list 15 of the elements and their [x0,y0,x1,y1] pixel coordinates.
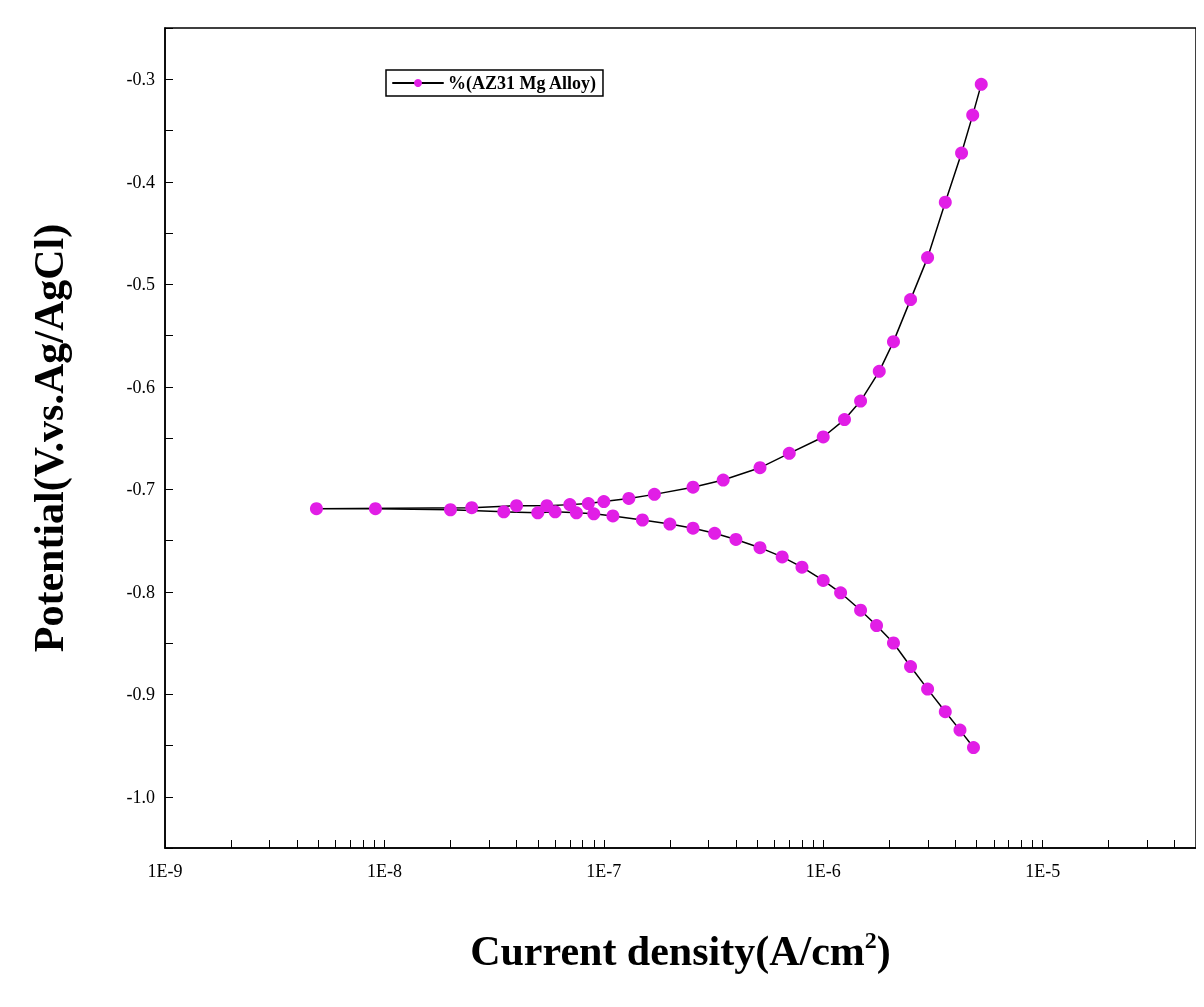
y-tick-label: -1.0 [126,786,155,807]
y-tick-label: -0.5 [126,274,155,295]
x-tick-label: 1E-8 [366,861,402,881]
y-axis-title: Potential(V.vs.Ag/AgCl) [26,223,73,653]
y-tick-label: -0.7 [126,479,155,500]
x-tick-label: 1E-5 [1025,861,1061,881]
y-tick-label: -0.8 [126,581,155,602]
y-tick-label: -0.6 [126,376,155,397]
legend-label: %(AZ31 Mg Alloy) [448,73,596,94]
y-tick-label: -0.9 [126,684,155,705]
x-tick-label: 1E-6 [805,861,841,881]
x-tick-label: 1E-9 [147,861,183,881]
x-tick-label: 1E-7 [586,861,622,881]
y-tick-label: -0.4 [126,171,155,192]
y-tick-label: -0.3 [126,69,155,90]
